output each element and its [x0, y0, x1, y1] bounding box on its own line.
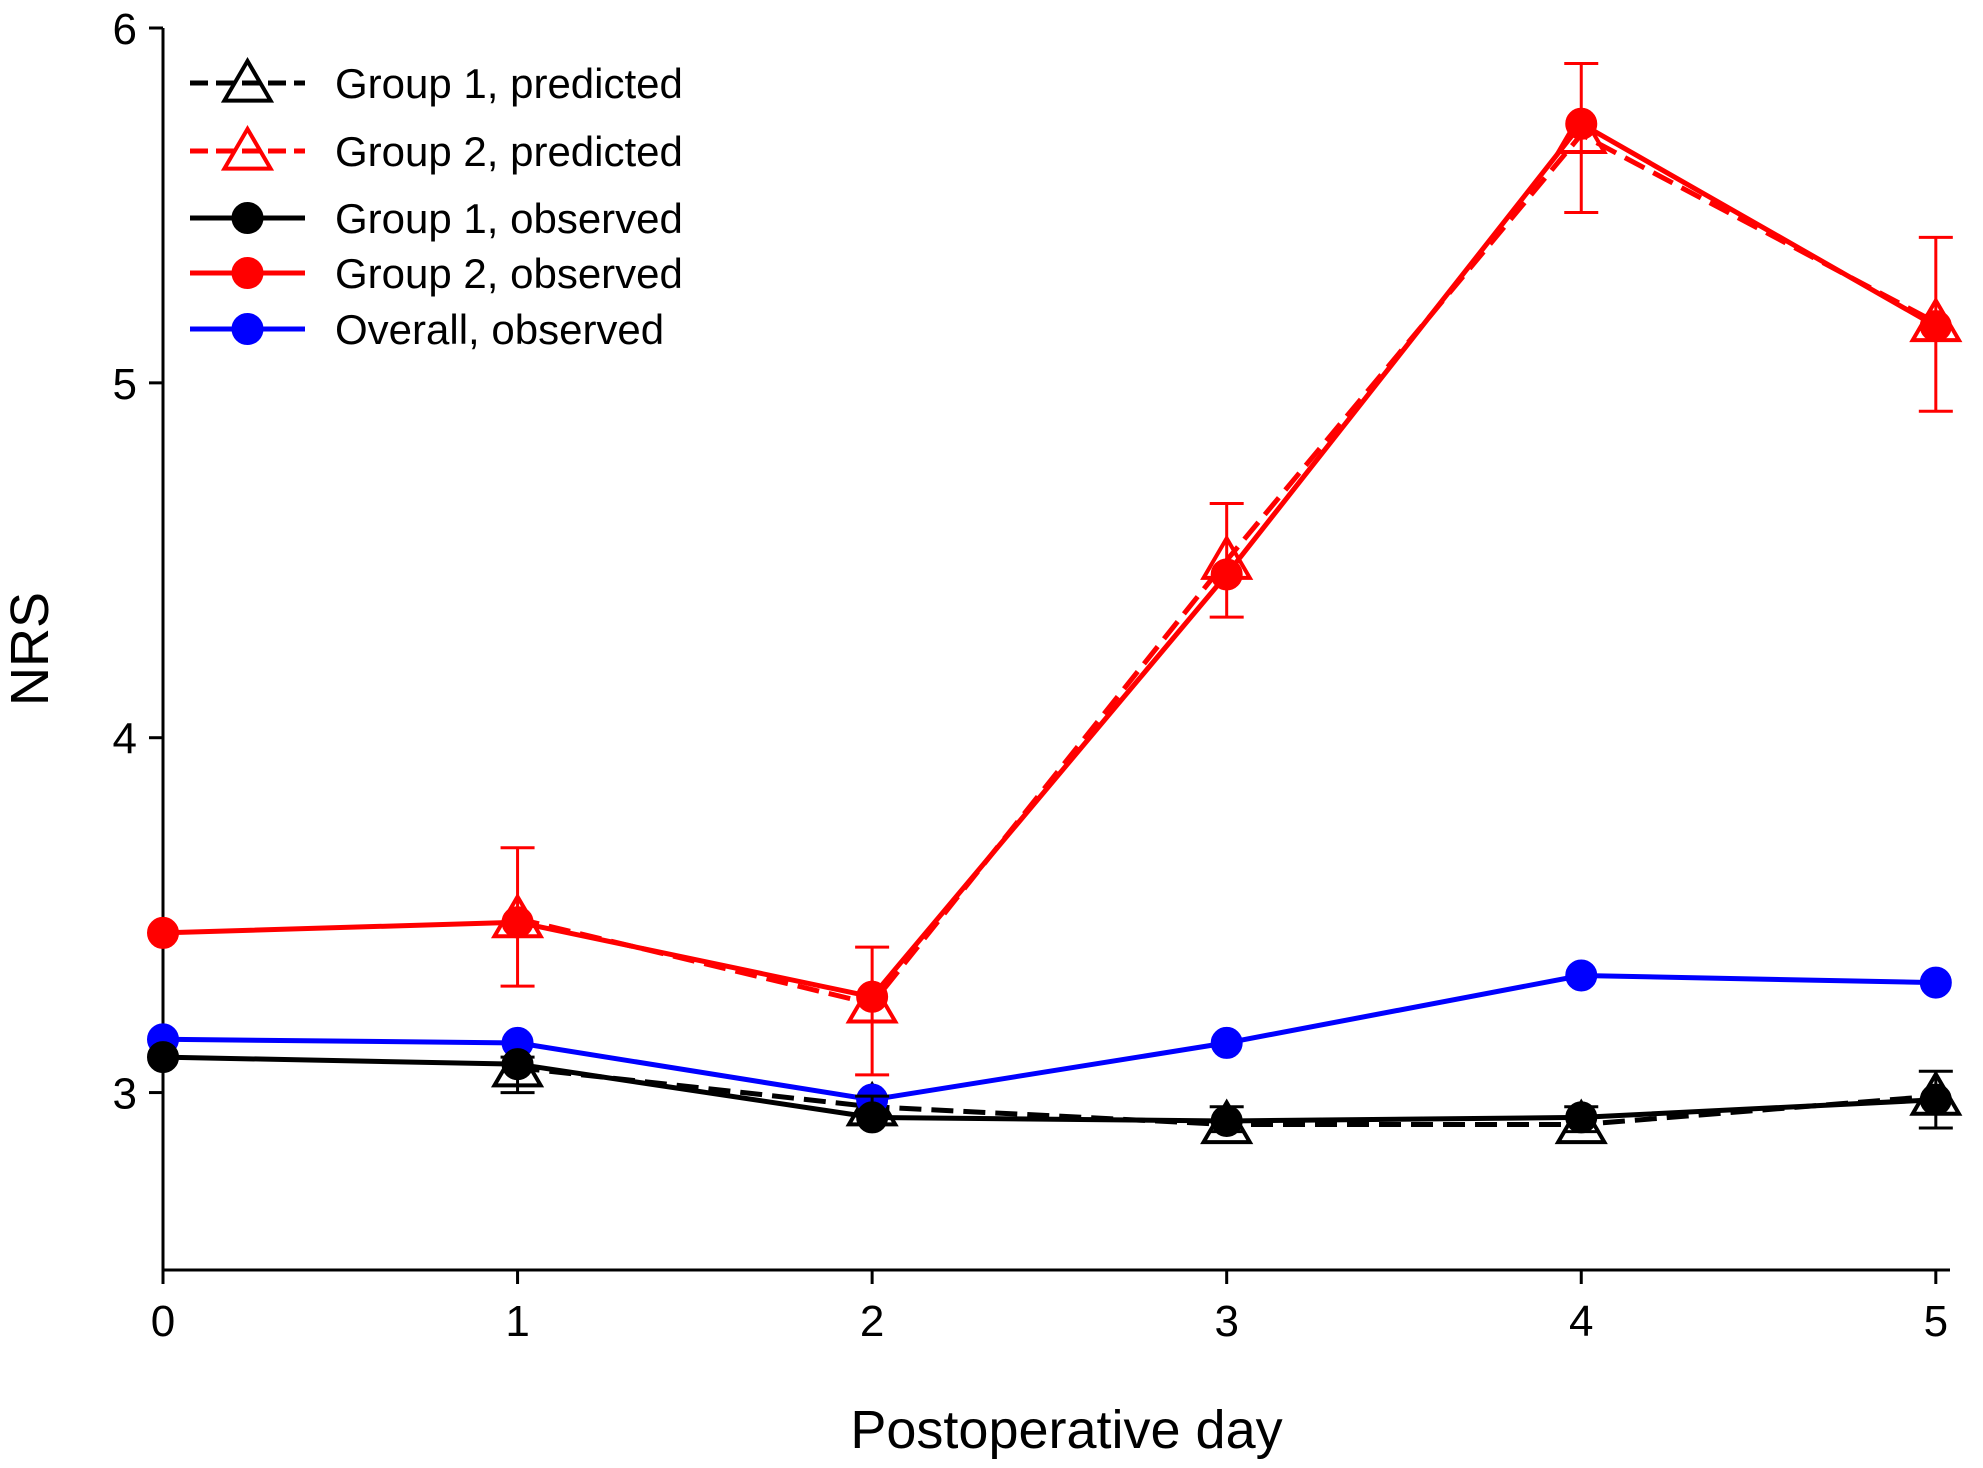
legend-marker-triangle [220, 57, 275, 103]
data-point-circle [856, 1101, 889, 1134]
series-line [162, 1054, 1936, 1124]
x-tick-label: 0 [151, 1297, 175, 1346]
data-point-circle [1919, 1083, 1952, 1116]
legend-label: Overall, observed [335, 306, 664, 353]
legend-item-group-2-predicted: Group 2, predicted [190, 125, 683, 175]
data-point-circle [147, 916, 179, 949]
data-point-circle [147, 1041, 179, 1074]
series-group-2-observed [147, 61, 1953, 1077]
y-axis-label: NRS [0, 592, 60, 706]
x-axis-label: Postoperative day [850, 1400, 1282, 1460]
legend-marker-circle [231, 257, 264, 289]
y-tick-label: 3 [113, 1070, 137, 1119]
y-tick-label: 4 [113, 715, 137, 764]
data-point-circle [1210, 1026, 1243, 1059]
chart-axes: 3 4 5 6 0 1 2 3 4 5 NRS Postoperative day [0, 5, 1950, 1460]
x-tick-label: 2 [860, 1297, 884, 1346]
series-line [162, 121, 1938, 1000]
chart-series [147, 61, 1963, 1145]
x-tick-label: 5 [1924, 1297, 1948, 1346]
legend-item-group-1-predicted: Group 1, predicted [190, 57, 683, 107]
series-overall-observed [147, 959, 1952, 1116]
legend-label: Group 2, observed [335, 250, 683, 297]
legend-item-group-1-observed: Group 1, observed [190, 195, 683, 242]
x-tick-label: 1 [505, 1297, 529, 1346]
data-point-circle [1210, 558, 1243, 591]
legend-marker-circle [231, 313, 264, 345]
data-point-circle [501, 1048, 534, 1081]
y-axis-ticks: 3 4 5 6 [113, 5, 163, 1119]
chart-legend: Group 1, predicted Group 2, predicted Grou… [190, 57, 683, 353]
data-point-circle [1919, 966, 1952, 999]
legend-label: Group 2, predicted [335, 128, 683, 175]
data-point-circle [856, 980, 889, 1013]
x-tick-label: 3 [1214, 1297, 1238, 1346]
data-point-circle [1565, 107, 1598, 140]
x-tick-label: 4 [1569, 1297, 1593, 1346]
data-point-circle [1565, 1101, 1598, 1134]
data-point-circle [1565, 959, 1598, 992]
series-line [162, 973, 1936, 1103]
series-group-1-observed [147, 1041, 1953, 1137]
legend-marker-triangle [220, 125, 275, 171]
legend-label: Group 1, observed [335, 195, 683, 242]
legend-marker-circle [231, 202, 264, 234]
data-point-circle [1919, 310, 1952, 343]
data-point-circle [1210, 1104, 1243, 1137]
data-point-circle [501, 906, 534, 939]
legend-label: Group 1, predicted [335, 60, 683, 107]
y-tick-label: 6 [113, 5, 137, 54]
y-tick-label: 5 [113, 360, 137, 409]
legend-item-overall-observed: Overall, observed [190, 306, 664, 353]
x-axis-ticks: 0 1 2 3 4 5 [151, 1270, 1948, 1346]
legend-item-group-2-observed: Group 2, observed [190, 250, 683, 297]
